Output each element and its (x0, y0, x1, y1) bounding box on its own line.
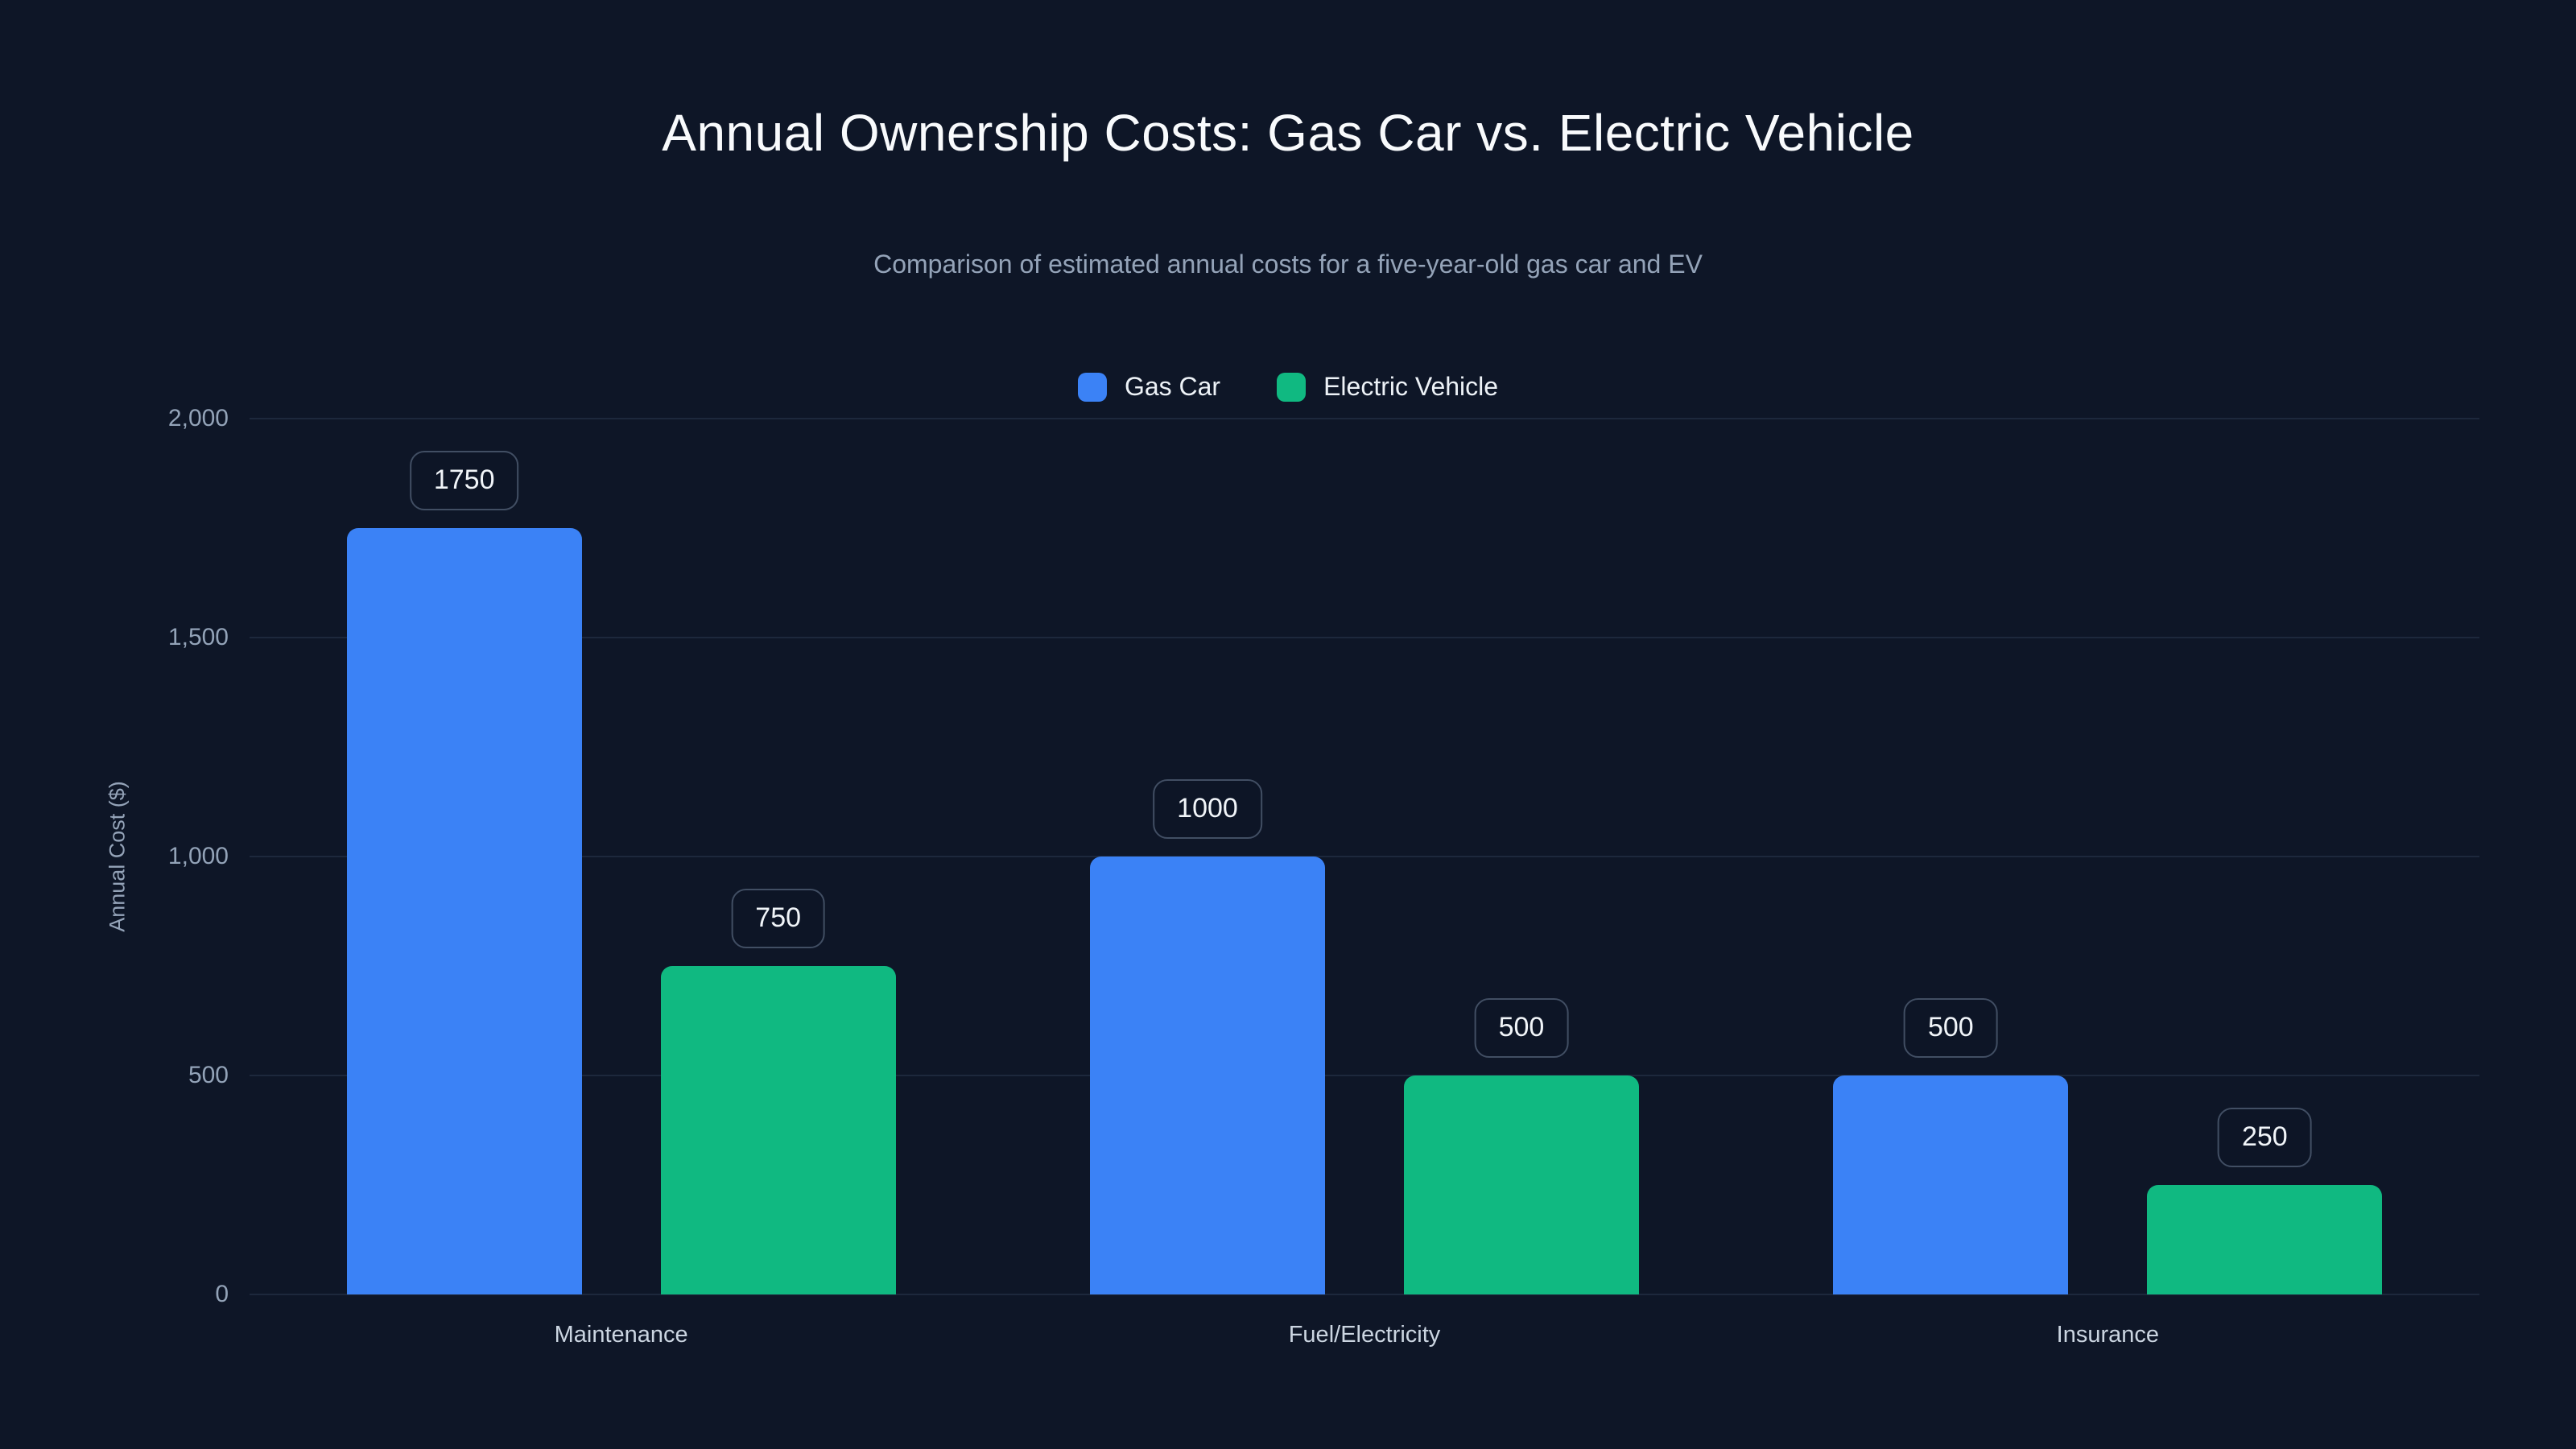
gridline (250, 1075, 2479, 1076)
chart-title: Annual Ownership Costs: Gas Car vs. Elec… (662, 104, 1914, 162)
bar-slot: 500 (1403, 419, 1639, 1294)
legend-label: Gas Car (1124, 372, 1221, 401)
y-tick-label: 500 (188, 1062, 229, 1088)
gridline (250, 418, 2479, 419)
legend-swatch-gas-car (1077, 372, 1107, 402)
bar-gas-car-insurance[interactable] (1833, 1075, 2069, 1294)
bar-slot: 750 (660, 419, 896, 1294)
bar-value-label: 250 (2217, 1108, 2312, 1167)
plot-area: 0 500 1,000 1,500 2,000 1750 750 Maintenance 10… (168, 405, 2479, 1348)
x-axis-label-fuel-electricity: Fuel/Electricity (1288, 1322, 1441, 1348)
legend-swatch-electric-vehicle (1277, 372, 1307, 402)
y-tick-label: 1,000 (167, 843, 229, 869)
y-axis-title: Annual Cost ($) (105, 781, 130, 932)
bar-slot: 1000 (1089, 419, 1325, 1294)
bar-electric-vehicle-fuel-electricity[interactable] (1403, 1075, 1639, 1294)
bar-electric-vehicle-maintenance[interactable] (660, 966, 896, 1294)
bar-group-insurance: 500 250 Insurance (1736, 419, 2479, 1348)
gridline (250, 637, 2479, 638)
chart-subtitle: Comparison of estimated annual costs for… (873, 250, 1703, 279)
legend-item-electric-vehicle[interactable]: Electric Vehicle (1277, 372, 1498, 402)
bar-value-label: 1000 (1153, 779, 1262, 839)
y-tick-label: 2,000 (167, 405, 229, 431)
bar-value-label: 500 (1474, 998, 1569, 1058)
gridline (250, 1294, 2479, 1295)
bar-groups: 1750 750 Maintenance 1000 500 Fuel/Electricit… (250, 419, 2479, 1348)
x-axis-label-maintenance: Maintenance (554, 1322, 688, 1348)
bar-electric-vehicle-insurance[interactable] (2147, 1185, 2383, 1294)
legend-label: Electric Vehicle (1323, 372, 1499, 401)
y-tick-label: 0 (215, 1281, 229, 1307)
bar-value-label: 750 (731, 889, 826, 948)
bar-gas-car-maintenance[interactable] (346, 528, 582, 1294)
legend-item-gas-car[interactable]: Gas Car (1077, 372, 1221, 402)
legend: Gas Car Electric Vehicle (0, 372, 2576, 402)
y-tick-label: 1,500 (167, 624, 229, 650)
bar-slot: 500 (1833, 419, 2069, 1294)
bar-group-maintenance: 1750 750 Maintenance (250, 419, 993, 1348)
bar-value-label: 500 (1903, 998, 1998, 1058)
gridline (250, 856, 2479, 857)
bar-value-label: 1750 (409, 451, 519, 510)
bar-group-fuel-electricity: 1000 500 Fuel/Electricity (993, 419, 1736, 1348)
bar-gas-car-fuel-electricity[interactable] (1089, 857, 1325, 1294)
bar-slot: 1750 (346, 419, 582, 1294)
bar-slot: 250 (2147, 419, 2383, 1294)
x-axis-label-insurance: Insurance (2056, 1322, 2159, 1348)
